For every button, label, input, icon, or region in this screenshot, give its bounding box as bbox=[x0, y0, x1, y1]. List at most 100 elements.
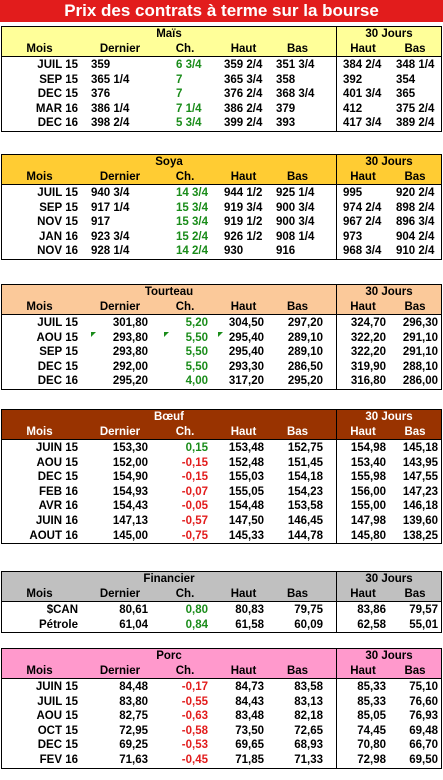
section-header: Tourteau Mois Dernier Ch. Haut Bas 30 Jours Hau… bbox=[2, 285, 441, 315]
cell-bas: 295,20 bbox=[287, 375, 323, 388]
table-rows: JUIL 15 359 6 3/4 359 2/4 351 3/4 384 2/4 348 … bbox=[2, 58, 441, 131]
cell-h30: 973 bbox=[343, 230, 363, 243]
cell-b30: 291,10 bbox=[402, 331, 438, 344]
cell-ch: -0,55 bbox=[181, 695, 208, 708]
table-row: AOU 15 82,75 -0,63 83,48 82,18 85,05 76,93 bbox=[2, 709, 441, 724]
table-rows: JUIL 15 301,80 5,20 304,50 297,20 324,70 296,3… bbox=[2, 316, 441, 389]
table-rows: JUIN 15 84,48 -0,17 84,73 83,58 85,33 75,10 JUI… bbox=[2, 680, 441, 768]
thirty-day-label: 30 Jours bbox=[365, 650, 413, 662]
cell-mois: FEB 16 bbox=[39, 485, 78, 498]
cell-haut: 304,50 bbox=[228, 317, 264, 329]
thirty-day-label: 30 Jours bbox=[365, 286, 413, 298]
cell-b30: 296,30 bbox=[402, 317, 438, 329]
cell-b30: 389 2/4 bbox=[396, 117, 435, 130]
col-header-bas30: Bas bbox=[404, 301, 426, 313]
cell-haut: 155,05 bbox=[228, 485, 264, 498]
cell-ch: 15 3/4 bbox=[176, 216, 208, 229]
cell-h30: 153,40 bbox=[350, 456, 386, 469]
table-row: DEC 16 398 2/4 5 3/4 399 2/4 393 417 3/4 389 2… bbox=[2, 116, 441, 131]
cell-bas: 925 1/4 bbox=[276, 187, 315, 199]
table-row: FEB 16 154,93 -0,07 155,05 154,23 156,00 147,2… bbox=[2, 485, 441, 500]
cell-b30: 69,48 bbox=[409, 724, 438, 737]
cell-b30: 365 bbox=[396, 88, 416, 101]
cell-haut: 365 3/4 bbox=[224, 73, 263, 86]
section-name: Maïs bbox=[156, 28, 182, 40]
col-header-ch: Ch. bbox=[175, 426, 195, 438]
col-header-mois: Mois bbox=[26, 301, 53, 313]
cell-ch: 5 3/4 bbox=[176, 117, 202, 130]
cell-bas: 154,18 bbox=[287, 471, 323, 484]
error-indicator-ch bbox=[164, 331, 169, 337]
cell-h30: 319,90 bbox=[350, 360, 386, 373]
table-row: OCT 15 72,95 -0,58 73,50 72,65 74,45 69,48 bbox=[2, 724, 441, 739]
cell-mois: DEC 15 bbox=[37, 739, 78, 752]
table-row: JUIL 15 359 6 3/4 359 2/4 351 3/4 384 2/4 348 … bbox=[2, 58, 441, 73]
table-row: SEP 15 917 1/4 15 3/4 919 3/4 900 3/4 974 2/4… bbox=[2, 201, 441, 216]
cell-haut: 295,40 bbox=[228, 346, 264, 359]
cell-ch: 5,50 bbox=[185, 360, 208, 373]
cell-haut: 84,43 bbox=[235, 695, 264, 708]
cell-ch: 7 bbox=[176, 73, 183, 86]
header-right: 30 Jours Haut Bas bbox=[337, 410, 441, 440]
cell-bas: 393 bbox=[276, 117, 296, 130]
col-header-bas: Bas bbox=[286, 171, 309, 183]
cell-b30: 69,50 bbox=[409, 753, 438, 766]
cell-b30: 904 2/4 bbox=[396, 230, 435, 243]
cell-ch: 14 2/4 bbox=[176, 245, 208, 258]
cell-dernier: 154,90 bbox=[112, 471, 148, 484]
cell-haut: 155,03 bbox=[228, 471, 264, 484]
cell-h30: 316,80 bbox=[350, 375, 386, 388]
cell-mois: JUIN 15 bbox=[35, 681, 78, 693]
cell-h30: 412 bbox=[343, 102, 363, 115]
cell-dernier: 295,20 bbox=[112, 375, 148, 388]
cell-ch: 6 3/4 bbox=[176, 59, 202, 71]
cell-ch: -0,75 bbox=[181, 529, 208, 542]
header-left: Bœuf Mois Dernier Ch. Haut Bas bbox=[2, 410, 337, 440]
table-row: DEC 15 69,25 -0,53 69,65 68,93 70,80 66,70 bbox=[2, 738, 441, 753]
cell-dernier: 83,80 bbox=[119, 695, 148, 708]
cell-mois: DEC 15 bbox=[37, 88, 78, 101]
cell-h30: 62,58 bbox=[357, 618, 386, 631]
error-indicator-dernier bbox=[91, 331, 96, 337]
cell-mois: FEV 16 bbox=[39, 753, 78, 766]
col-header-dernier: Dernier bbox=[99, 588, 141, 600]
header-right: 30 Jours Haut Bas bbox=[337, 649, 441, 679]
cell-ch: 7 bbox=[176, 88, 183, 101]
cell-dernier: 940 3/4 bbox=[91, 187, 130, 199]
cell-dernier: 359 bbox=[91, 59, 111, 71]
cell-haut: 83,48 bbox=[235, 710, 264, 723]
cell-b30: 896 3/4 bbox=[396, 216, 435, 229]
col-header-haut30: Haut bbox=[350, 588, 376, 600]
cell-mois: OCT 15 bbox=[37, 724, 78, 737]
cell-h30: 392 bbox=[343, 73, 363, 86]
section-name: Porc bbox=[156, 650, 182, 662]
cell-h30: 417 3/4 bbox=[343, 117, 382, 130]
cell-dernier: 84,48 bbox=[119, 681, 148, 693]
cell-bas: 144,78 bbox=[287, 529, 323, 542]
table-row: SEP 15 293,80 5,50 295,40 289,10 322,20 291,10 bbox=[2, 345, 441, 360]
cell-b30: 910 2/4 bbox=[396, 245, 435, 258]
cell-dernier: 376 bbox=[91, 88, 111, 101]
cell-dernier: 293,80 bbox=[112, 346, 148, 359]
col-header-haut: Haut bbox=[230, 43, 257, 55]
cell-mois: JUIN 16 bbox=[35, 514, 78, 527]
table-row: $CAN 80,61 0,80 80,83 79,75 83,86 79,57 bbox=[2, 603, 441, 618]
cell-h30: 155,00 bbox=[350, 500, 386, 513]
cell-dernier: 152,00 bbox=[112, 456, 148, 469]
cell-mois: DEC 15 bbox=[37, 471, 78, 484]
table-row: AOU 15 293,80 5,50 295,40 289,10 322,20 291,10 bbox=[2, 331, 441, 346]
cell-bas: 151,45 bbox=[287, 456, 323, 469]
table-row: SEP 15 365 1/4 7 365 3/4 358 392 354 bbox=[2, 73, 441, 88]
section-name: Tourteau bbox=[144, 286, 194, 298]
cell-ch: 15 2/4 bbox=[176, 230, 208, 243]
cell-b30: 286,00 bbox=[402, 375, 438, 388]
cell-ch: -0,57 bbox=[181, 514, 208, 527]
cell-h30: 147,98 bbox=[350, 514, 386, 527]
cell-haut: 71,85 bbox=[235, 753, 264, 766]
cell-b30: 76,60 bbox=[409, 695, 438, 708]
divider bbox=[336, 602, 337, 633]
cell-h30: 384 2/4 bbox=[343, 59, 382, 71]
section-4: Financier Mois Dernier Ch. Haut Bas 30 Jours Ha… bbox=[1, 571, 442, 634]
table-row: Pétrole 61,04 0,84 61,58 60,09 62,58 55,01 bbox=[2, 618, 441, 633]
col-header-ch: Ch. bbox=[175, 43, 195, 55]
